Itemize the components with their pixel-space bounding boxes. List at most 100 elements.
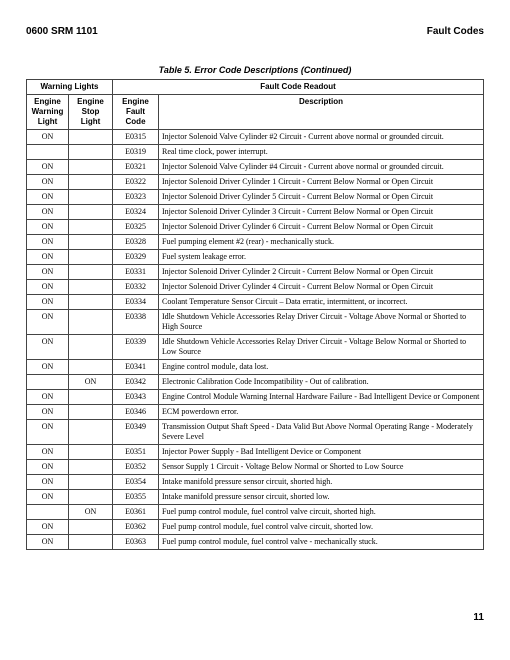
header-right: Fault Codes: [427, 26, 484, 37]
cell-engine-stop-light: [69, 360, 113, 375]
cell-engine-warning-light: ON: [27, 420, 69, 445]
cell-engine-fault-code: E0325: [113, 220, 159, 235]
cell-engine-warning-light: ON: [27, 130, 69, 145]
cell-engine-warning-light: ON: [27, 490, 69, 505]
cell-engine-fault-code: E0338: [113, 310, 159, 335]
table-row: ONE0324Injector Solenoid Driver Cylinder…: [27, 205, 484, 220]
cell-engine-fault-code: E0334: [113, 295, 159, 310]
table-row: ONE0338Idle Shutdown Vehicle Accessories…: [27, 310, 484, 335]
cell-engine-stop-light: [69, 420, 113, 445]
cell-engine-fault-code: E0361: [113, 505, 159, 520]
cell-engine-warning-light: [27, 505, 69, 520]
table-row: ONE0354Intake manifold pressure sensor c…: [27, 475, 484, 490]
cell-engine-warning-light: ON: [27, 335, 69, 360]
col-description: Description: [159, 95, 484, 130]
table-row: ONE0322Injector Solenoid Driver Cylinder…: [27, 175, 484, 190]
cell-engine-warning-light: ON: [27, 390, 69, 405]
cell-engine-warning-light: ON: [27, 280, 69, 295]
cell-engine-warning-light: ON: [27, 175, 69, 190]
cell-description: Engine control module, data lost.: [159, 360, 484, 375]
col-engine-warning-light: Engine Warning Light: [27, 95, 69, 130]
cell-engine-fault-code: E0362: [113, 520, 159, 535]
cell-engine-fault-code: E0352: [113, 460, 159, 475]
col-group-warning-lights: Warning Lights: [27, 80, 113, 95]
cell-description: Fuel system leakage error.: [159, 250, 484, 265]
cell-engine-fault-code: E0351: [113, 445, 159, 460]
cell-engine-fault-code: E0315: [113, 130, 159, 145]
table-row: ONE0342Electronic Calibration Code Incom…: [27, 375, 484, 390]
table-row: ON E0341Engine control module, data lost.: [27, 360, 484, 375]
cell-description: Engine Control Module Warning Internal H…: [159, 390, 484, 405]
table-row: ONE0339Idle Shutdown Vehicle Accessories…: [27, 335, 484, 360]
cell-engine-fault-code: E0341: [113, 360, 159, 375]
table-row: ON E0355Intake manifold pressure sensor c…: [27, 490, 484, 505]
table-head: Warning Lights Fault Code Readout Engine…: [27, 80, 484, 130]
cell-engine-stop-light: [69, 145, 113, 160]
cell-engine-fault-code: E0354: [113, 475, 159, 490]
header-left: 0600 SRM 1101: [26, 26, 98, 37]
cell-engine-warning-light: ON: [27, 460, 69, 475]
table-row: ONE0363Fuel pump control module, fuel co…: [27, 535, 484, 550]
cell-description: Injector Solenoid Driver Cylinder 1 Circ…: [159, 175, 484, 190]
col-group-fault-readout: Fault Code Readout: [113, 80, 484, 95]
table-row: ON E0362Fuel pump control module, fuel co…: [27, 520, 484, 535]
cell-description: Intake manifold pressure sensor circuit,…: [159, 490, 484, 505]
cell-engine-fault-code: E0328: [113, 235, 159, 250]
table-row: ON E0315Injector Solenoid Valve Cylinder …: [27, 130, 484, 145]
cell-engine-fault-code: E0324: [113, 205, 159, 220]
cell-engine-stop-light: [69, 475, 113, 490]
cell-engine-stop-light: [69, 280, 113, 295]
cell-description: Coolant Temperature Sensor Circuit – Dat…: [159, 295, 484, 310]
cell-engine-fault-code: E0349: [113, 420, 159, 445]
cell-engine-warning-light: ON: [27, 520, 69, 535]
table-row: ONE0325Injector Solenoid Driver Cylinder…: [27, 220, 484, 235]
cell-engine-stop-light: [69, 175, 113, 190]
table-row: ON E0343Engine Control Module Warning Int…: [27, 390, 484, 405]
cell-description: Injector Solenoid Valve Cylinder #2 Circ…: [159, 130, 484, 145]
table-row: ONE0361Fuel pump control module, fuel co…: [27, 505, 484, 520]
cell-engine-stop-light: [69, 220, 113, 235]
cell-engine-fault-code: E0332: [113, 280, 159, 295]
cell-engine-warning-light: [27, 375, 69, 390]
cell-description: Fuel pump control module, fuel control v…: [159, 535, 484, 550]
page-number: 11: [26, 612, 484, 623]
cell-engine-stop-light: [69, 520, 113, 535]
cell-engine-fault-code: E0339: [113, 335, 159, 360]
cell-description: Fuel pumping element #2 (rear) - mechani…: [159, 235, 484, 250]
cell-engine-fault-code: E0323: [113, 190, 159, 205]
document-page: 0600 SRM 1101 Fault Codes Table 5. Error…: [0, 0, 510, 635]
cell-engine-stop-light: [69, 250, 113, 265]
cell-engine-warning-light: ON: [27, 295, 69, 310]
cell-engine-stop-light: [69, 235, 113, 250]
cell-engine-stop-light: [69, 265, 113, 280]
cell-description: Fuel pump control module, fuel control v…: [159, 520, 484, 535]
cell-description: ECM powerdown error.: [159, 405, 484, 420]
cell-engine-fault-code: E0319: [113, 145, 159, 160]
cell-engine-stop-light: [69, 335, 113, 360]
cell-description: Injector Power Supply - Bad Intelligent …: [159, 445, 484, 460]
cell-engine-fault-code: E0355: [113, 490, 159, 505]
cell-description: Idle Shutdown Vehicle Accessories Relay …: [159, 310, 484, 335]
cell-description: Electronic Calibration Code Incompatibil…: [159, 375, 484, 390]
cell-engine-stop-light: ON: [69, 505, 113, 520]
cell-engine-warning-light: ON: [27, 220, 69, 235]
cell-engine-stop-light: [69, 130, 113, 145]
col-engine-fault-code: Engine Fault Code: [113, 95, 159, 130]
cell-engine-fault-code: E0331: [113, 265, 159, 280]
cell-engine-stop-light: [69, 295, 113, 310]
cell-description: Transmission Output Shaft Speed - Data V…: [159, 420, 484, 445]
cell-description: Injector Solenoid Driver Cylinder 4 Circ…: [159, 280, 484, 295]
cell-engine-stop-light: [69, 205, 113, 220]
cell-description: Injector Solenoid Driver Cylinder 3 Circ…: [159, 205, 484, 220]
cell-engine-warning-light: ON: [27, 360, 69, 375]
table-row: E0319Real time clock, power interrupt.: [27, 145, 484, 160]
cell-engine-fault-code: E0343: [113, 390, 159, 405]
cell-engine-warning-light: ON: [27, 535, 69, 550]
cell-engine-warning-light: ON: [27, 160, 69, 175]
cell-engine-stop-light: ON: [69, 375, 113, 390]
table-row: ON E0352Sensor Supply 1 Circuit - Voltage…: [27, 460, 484, 475]
cell-engine-warning-light: ON: [27, 190, 69, 205]
cell-description: Sensor Supply 1 Circuit - Voltage Below …: [159, 460, 484, 475]
cell-engine-warning-light: ON: [27, 235, 69, 250]
table-row: ON E0334Coolant Temperature Sensor Circui…: [27, 295, 484, 310]
